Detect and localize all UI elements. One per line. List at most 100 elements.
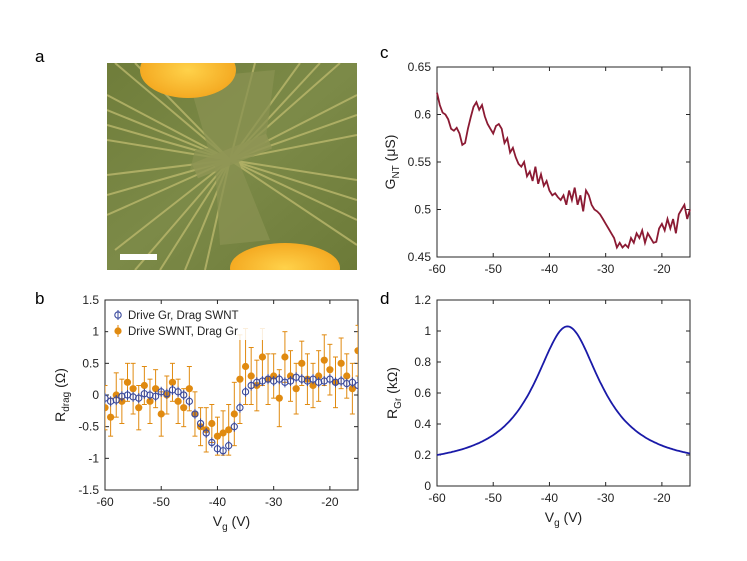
panel-label-b: b bbox=[35, 289, 44, 308]
y-tick-label: -0.5 bbox=[78, 420, 99, 434]
x-tick-label: -60 bbox=[428, 262, 446, 276]
x-tick-label: -40 bbox=[209, 495, 227, 509]
data-point-drive-gr bbox=[196, 419, 205, 428]
data-point-drive-gr bbox=[247, 381, 255, 390]
panel-label-d: d bbox=[380, 289, 389, 308]
data-point-drive-swnt bbox=[219, 429, 227, 437]
series-line-rgr bbox=[436, 325, 691, 456]
data-point-drive-swnt bbox=[208, 419, 216, 428]
y-tick-label: -1.5 bbox=[78, 483, 99, 497]
y-tick-label: 0.6 bbox=[414, 386, 431, 400]
x-tick-label: -60 bbox=[428, 491, 446, 505]
y-tick-label: 0 bbox=[424, 479, 431, 493]
data-point-drive-swnt bbox=[320, 356, 328, 364]
data-point-drive-swnt bbox=[292, 385, 300, 393]
data-point-drive-swnt bbox=[236, 375, 244, 383]
y-tick-label: 0.45 bbox=[408, 250, 432, 264]
data-point-drive-swnt bbox=[213, 432, 222, 440]
legend-label-drive-gr: Drive Gr, Drag SWNT bbox=[128, 310, 239, 322]
x-tick-label: -60 bbox=[96, 495, 114, 509]
data-point-drive-swnt bbox=[146, 397, 154, 405]
data-point-drive-swnt bbox=[354, 347, 358, 355]
data-point-drive-swnt bbox=[105, 404, 109, 412]
data-point-drive-gr bbox=[286, 377, 295, 385]
y-axis-label: RGr (kΩ) bbox=[384, 367, 404, 419]
chart-b: -60 -50 -40 -30 -20 -1.5 -1 -0.5 0 0.5 1 1.5 Rdrag (… bbox=[52, 293, 359, 533]
data-point-drive-gr bbox=[241, 388, 250, 396]
y-tick-label: 1 bbox=[424, 324, 431, 338]
x-axis-label: Vg (V) bbox=[545, 509, 582, 529]
data-point-drive-gr bbox=[354, 381, 358, 390]
data-point-drive-gr bbox=[309, 375, 317, 383]
data-point-drive-gr bbox=[219, 447, 227, 455]
y-tick-label: 0.5 bbox=[414, 203, 431, 217]
data-point-drive-swnt bbox=[168, 378, 177, 386]
plot-frame bbox=[436, 66, 691, 258]
optical-micrograph bbox=[107, 63, 357, 270]
data-point-drive-gr bbox=[105, 394, 109, 402]
data-point-drive-gr bbox=[191, 410, 199, 418]
scale-bar bbox=[120, 254, 157, 260]
x-tick-label: -20 bbox=[653, 491, 671, 505]
y-tick-label: 0.4 bbox=[414, 417, 431, 431]
data-point-drive-swnt bbox=[174, 397, 182, 405]
x-tick-label: -30 bbox=[265, 495, 283, 509]
data-point-drive-swnt bbox=[129, 385, 137, 393]
data-point-drive-swnt bbox=[348, 385, 356, 393]
data-point-drive-gr bbox=[230, 423, 238, 431]
x-tick-label: -30 bbox=[597, 491, 615, 505]
panel-label-a: a bbox=[35, 47, 45, 66]
data-point-drive-swnt bbox=[135, 404, 143, 412]
data-point-drive-gr bbox=[202, 429, 210, 437]
y-tick-label: 1.2 bbox=[414, 293, 431, 307]
data-point-drive-swnt bbox=[152, 385, 160, 393]
data-point-drive-gr bbox=[163, 390, 171, 398]
y-tick-label: 1 bbox=[92, 325, 99, 339]
data-point-drive-gr bbox=[236, 404, 244, 412]
y-tick-label: 0.5 bbox=[82, 356, 99, 370]
data-point-drive-gr bbox=[348, 378, 357, 386]
data-point-drive-swnt bbox=[241, 362, 250, 371]
data-point-drive-gr bbox=[151, 392, 160, 400]
x-axis-label: Vg (V) bbox=[213, 513, 250, 533]
x-tick-label: -50 bbox=[485, 262, 503, 276]
data-point-drive-swnt bbox=[107, 413, 115, 421]
data-point-drive-swnt bbox=[275, 394, 283, 402]
x-tick-label: -40 bbox=[541, 491, 559, 505]
y-tick-label: 0.6 bbox=[414, 108, 431, 122]
data-point-drive-swnt bbox=[281, 353, 289, 361]
data-point-drive-swnt bbox=[343, 372, 351, 380]
chart-d: -60 -50 -40 -30 -20 0 0.2 0.4 0.6 0.8 1 1.2 RGr (kΩ)… bbox=[384, 293, 691, 529]
data-point-drive-swnt bbox=[157, 410, 165, 418]
data-point-drive-swnt bbox=[315, 372, 323, 380]
data-point-drive-gr bbox=[112, 396, 120, 404]
data-point-drive-swnt bbox=[326, 366, 334, 374]
data-point-drive-swnt bbox=[185, 385, 193, 393]
y-tick-label: -1 bbox=[88, 451, 99, 465]
x-tick-label: -50 bbox=[153, 495, 171, 509]
data-point-drive-gr bbox=[174, 388, 182, 396]
data-point-drive-gr bbox=[135, 394, 143, 402]
data-point-drive-swnt bbox=[309, 381, 317, 390]
data-point-drive-gr bbox=[208, 438, 216, 447]
data-point-drive-gr bbox=[180, 391, 188, 399]
x-tick-label: -40 bbox=[541, 262, 559, 276]
data-point-drive-swnt bbox=[337, 359, 345, 367]
y-tick-label: 0.65 bbox=[408, 60, 432, 74]
y-tick-label: 0.8 bbox=[414, 355, 431, 369]
data-point-drive-gr bbox=[225, 442, 233, 450]
data-point-drive-gr bbox=[326, 375, 334, 383]
y-tick-label: 0.55 bbox=[408, 155, 432, 169]
data-point-drive-swnt bbox=[247, 372, 255, 380]
y-axis-label: GNT (μS) bbox=[382, 135, 402, 190]
data-point-drive-swnt bbox=[123, 378, 132, 386]
plot-frame bbox=[436, 299, 691, 487]
x-tick-label: -30 bbox=[597, 262, 615, 276]
data-point-drive-swnt bbox=[230, 410, 238, 418]
data-point-drive-gr bbox=[275, 375, 283, 383]
data-point-drive-swnt bbox=[180, 404, 188, 412]
y-tick-label: 0 bbox=[92, 388, 99, 402]
data-point-drive-swnt bbox=[258, 353, 267, 361]
data-point-drive-swnt bbox=[298, 359, 306, 367]
